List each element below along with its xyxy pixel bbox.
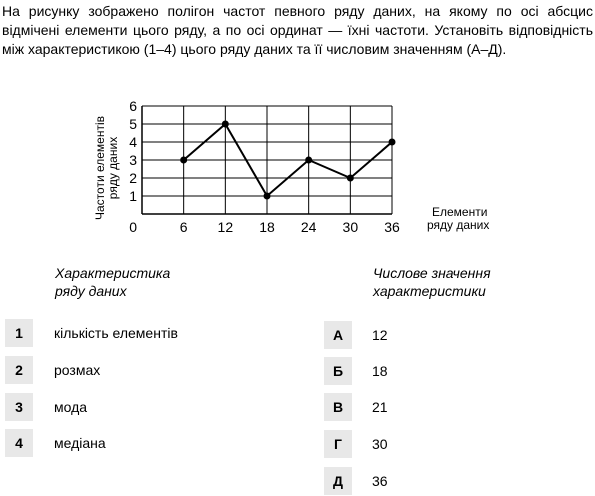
characteristic-heading-line1: Характеристика	[55, 265, 171, 281]
value-row: Д 36	[324, 467, 388, 495]
value-letter: Г	[324, 430, 352, 458]
y-tick-label: 3	[129, 152, 137, 168]
y-tick-label: 1	[129, 188, 137, 204]
x-tick-label: 6	[180, 219, 188, 235]
data-point	[263, 192, 271, 200]
value-letter: А	[324, 321, 352, 349]
x-tick-label: 30	[343, 219, 359, 235]
characteristic-number: 1	[5, 319, 33, 347]
value-letter: Б	[324, 357, 352, 385]
value-number: 36	[372, 473, 388, 489]
value-row: Г 30	[324, 430, 388, 458]
characteristic-row: 1 кількість елементів	[5, 319, 178, 347]
value-number: 21	[372, 399, 388, 415]
value-heading-line2: характеристики	[373, 283, 486, 299]
value-heading-line1: Числове значення	[373, 265, 491, 281]
y-axis-title-line: ряду даних	[106, 137, 120, 199]
value-number: 18	[372, 363, 388, 379]
characteristic-row: 4 медіана	[5, 429, 106, 457]
characteristic-number: 3	[5, 393, 33, 421]
data-point	[221, 120, 229, 128]
characteristic-row: 2 розмах	[5, 356, 100, 384]
y-axis-title: Частоти елементівряду даних	[93, 116, 120, 220]
characteristic-label: мода	[54, 399, 88, 415]
characteristic-heading-line2: ряду даних	[55, 283, 127, 299]
value-letter: Д	[324, 467, 352, 495]
x-tick-label: 12	[218, 219, 234, 235]
value-row: В 21	[324, 393, 388, 421]
x-axis-title-line: ряду даних	[427, 218, 489, 232]
y-tick-label: 4	[129, 134, 137, 150]
x-tick-label: 18	[259, 219, 275, 235]
value-heading: Числове значення характеристики	[373, 264, 491, 300]
x-tick-label: 36	[384, 219, 400, 235]
y-tick-label: 2	[129, 170, 137, 186]
characteristic-number: 4	[5, 429, 33, 457]
value-row: А 12	[324, 321, 388, 349]
frequency-polyline	[183, 122, 393, 198]
value-number: 12	[372, 327, 388, 343]
data-point	[346, 174, 354, 182]
characteristic-number: 2	[5, 356, 33, 384]
value-number: 30	[372, 436, 388, 452]
characteristic-label: медіана	[54, 435, 106, 451]
value-row: Б 18	[324, 357, 388, 385]
value-letter: В	[324, 393, 352, 421]
data-point	[180, 156, 188, 164]
characteristic-label: розмах	[54, 362, 101, 378]
characteristic-row: 3 мода	[5, 393, 87, 421]
data-point	[305, 156, 313, 164]
characteristic-label: кількість елементів	[54, 325, 178, 341]
frequency-polygon-chart: 6 12 18 24 30 36 1 2 3 4 5 6 0 Частоти елементівряду…	[90, 96, 510, 246]
y-tick-label: 5	[129, 116, 137, 132]
data-point	[388, 138, 396, 146]
y-tick-label: 6	[129, 98, 137, 114]
y-axis-title-line: Частоти елементів	[93, 116, 107, 220]
x-axis-title-line: Елементи	[432, 205, 487, 219]
x-tick-label: 24	[301, 219, 317, 235]
characteristic-heading: Характеристика ряду даних	[55, 264, 170, 300]
problem-statement: На рисунку зображено полігон частот певн…	[2, 3, 593, 57]
x-axis-title: Елементи ряду даних	[427, 205, 489, 232]
origin-label: 0	[129, 219, 137, 235]
